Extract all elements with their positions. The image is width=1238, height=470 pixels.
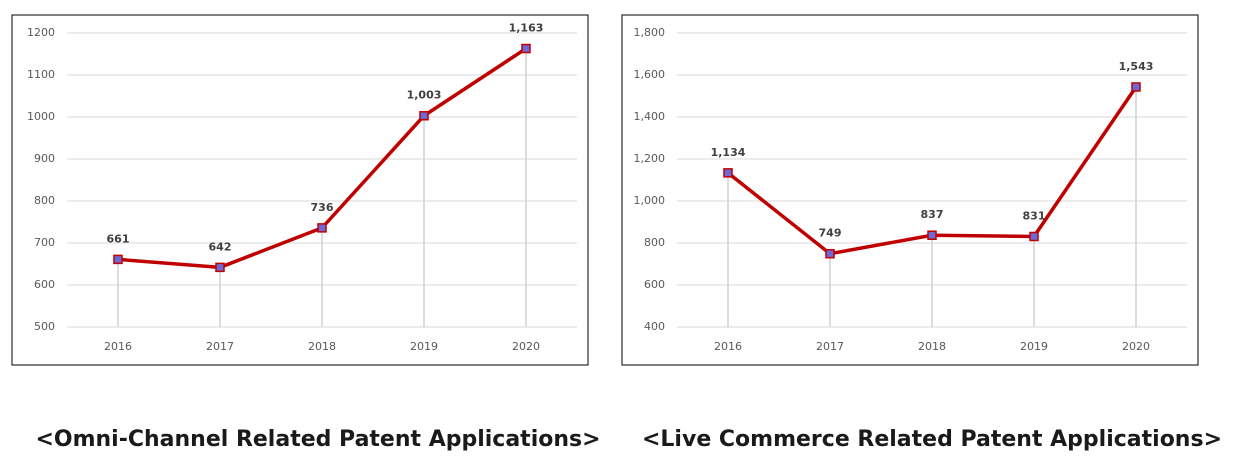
x-tick-label: 2016 <box>714 340 742 353</box>
marker <box>825 248 835 259</box>
y-tick-label: 1200 <box>27 26 55 39</box>
marker <box>1131 82 1141 92</box>
data-label: 1,543 <box>1119 60 1154 73</box>
y-tick-label: 800 <box>34 194 55 207</box>
marker <box>521 43 531 54</box>
marker <box>113 254 123 265</box>
marker <box>1029 231 1039 242</box>
y-tick-label: 1,400 <box>634 110 666 123</box>
data-label: 642 <box>209 240 232 253</box>
marker <box>927 230 937 240</box>
data-label: 736 <box>311 201 334 214</box>
data-label: 837 <box>921 208 944 221</box>
chart-frame <box>621 14 1199 366</box>
marker <box>215 262 225 273</box>
data-label: 1,163 <box>509 22 544 35</box>
marker <box>419 110 429 121</box>
y-tick-label: 1,200 <box>634 152 666 165</box>
data-label: 661 <box>107 232 130 245</box>
x-tick-label: 2017 <box>816 340 844 353</box>
y-tick-label: 900 <box>34 152 55 165</box>
x-tick-label: 2020 <box>1122 340 1150 353</box>
marker <box>723 168 733 178</box>
chart-frame <box>11 14 589 366</box>
y-tick-label: 1000 <box>27 110 55 123</box>
y-tick-label: 1,000 <box>634 194 666 207</box>
y-tick-label: 400 <box>644 320 665 333</box>
data-label: 1,003 <box>407 89 442 102</box>
x-tick-label: 2018 <box>308 340 336 353</box>
x-tick-label: 2018 <box>918 340 946 353</box>
y-tick-label: 700 <box>34 236 55 249</box>
x-tick-label: 2019 <box>1020 340 1048 353</box>
y-tick-label: 600 <box>34 278 55 291</box>
marker <box>317 223 327 233</box>
x-tick-label: 2020 <box>512 340 540 353</box>
y-tick-label: 1,600 <box>634 68 666 81</box>
data-label: 831 <box>1023 209 1046 222</box>
data-label: 749 <box>819 227 842 240</box>
chart-caption: <Omni-Channel Related Patent Application… <box>35 427 600 452</box>
y-tick-label: 500 <box>34 320 55 333</box>
y-tick-label: 800 <box>644 236 665 249</box>
y-tick-label: 1,800 <box>634 26 666 39</box>
y-tick-label: 1100 <box>27 68 55 81</box>
y-tick-label: 600 <box>644 278 665 291</box>
x-tick-label: 2017 <box>206 340 234 353</box>
x-tick-label: 2019 <box>410 340 438 353</box>
data-label: 1,134 <box>711 146 746 159</box>
chart-caption: <Live Commerce Related Patent Applicatio… <box>642 427 1222 452</box>
x-tick-label: 2016 <box>104 340 132 353</box>
